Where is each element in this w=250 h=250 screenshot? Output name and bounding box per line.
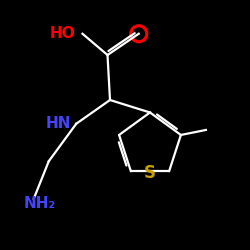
Text: HO: HO bbox=[49, 26, 75, 41]
Text: HN: HN bbox=[46, 116, 71, 131]
Text: NH₂: NH₂ bbox=[24, 196, 56, 211]
Text: S: S bbox=[144, 164, 156, 182]
